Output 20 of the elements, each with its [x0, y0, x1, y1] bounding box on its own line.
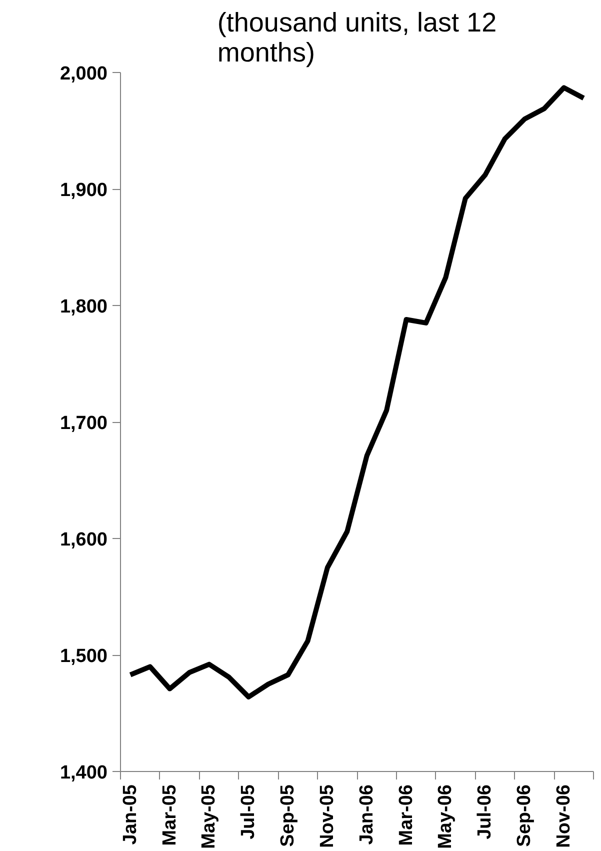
y-tick-label: 1,500 — [60, 646, 108, 667]
y-tick-label: 1,800 — [60, 296, 108, 318]
y-tick-label: 1,700 — [60, 413, 108, 434]
y-tick-label: 1,400 — [60, 762, 108, 784]
x-tick-label: Nov-06 — [553, 784, 574, 848]
x-tick-label: Nov-05 — [316, 784, 338, 848]
x-tick-label: Mar-06 — [396, 784, 417, 846]
x-tick-label: Jan-06 — [356, 784, 378, 845]
x-tick-label: May-05 — [198, 784, 220, 849]
x-tick-label: May-06 — [435, 784, 456, 849]
y-tick-label: 1,900 — [60, 180, 108, 201]
y-tick-label: 2,000 — [60, 64, 108, 84]
chart-title: (thousand units, last 12 months) — [217, 8, 497, 68]
x-tick-label: Jul-06 — [474, 784, 496, 840]
x-tick-label: Sep-05 — [278, 784, 299, 847]
y-tick-label: 1,600 — [60, 530, 108, 550]
x-tick-label: Jul-05 — [238, 784, 260, 840]
x-tick-label: Mar-05 — [159, 784, 180, 846]
x-tick-label: Jan-05 — [120, 784, 141, 845]
x-tick-label: Sep-06 — [514, 784, 536, 847]
